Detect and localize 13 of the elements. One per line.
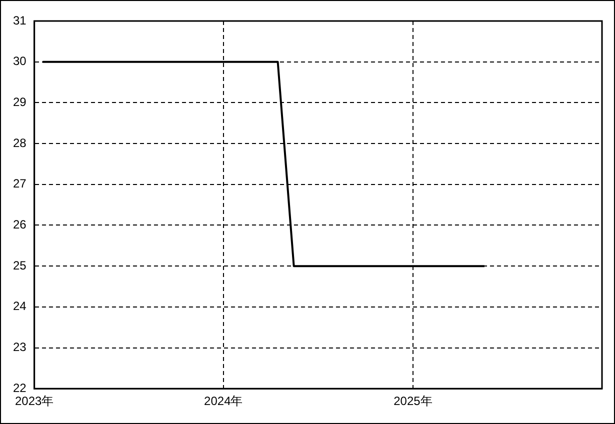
y-tick-label: 22 [12,380,27,395]
y-tick-label: 24 [12,299,27,314]
y-tick-label: 29 [12,95,27,109]
x-tick-label: 2025年 [394,394,432,408]
x-tick-label: 2024年 [204,394,243,408]
y-tick-label: 31 [12,13,27,28]
y-tick-label: 27 [12,176,27,191]
y-tick-label: 23 [12,340,27,354]
y-tick-label: 26 [12,218,27,232]
x-tick-label: 2023年 [14,394,54,408]
y-tick-label: 30 [12,54,27,68]
y-tick-label: 25 [12,258,27,272]
y-tick-label: 28 [12,136,27,150]
